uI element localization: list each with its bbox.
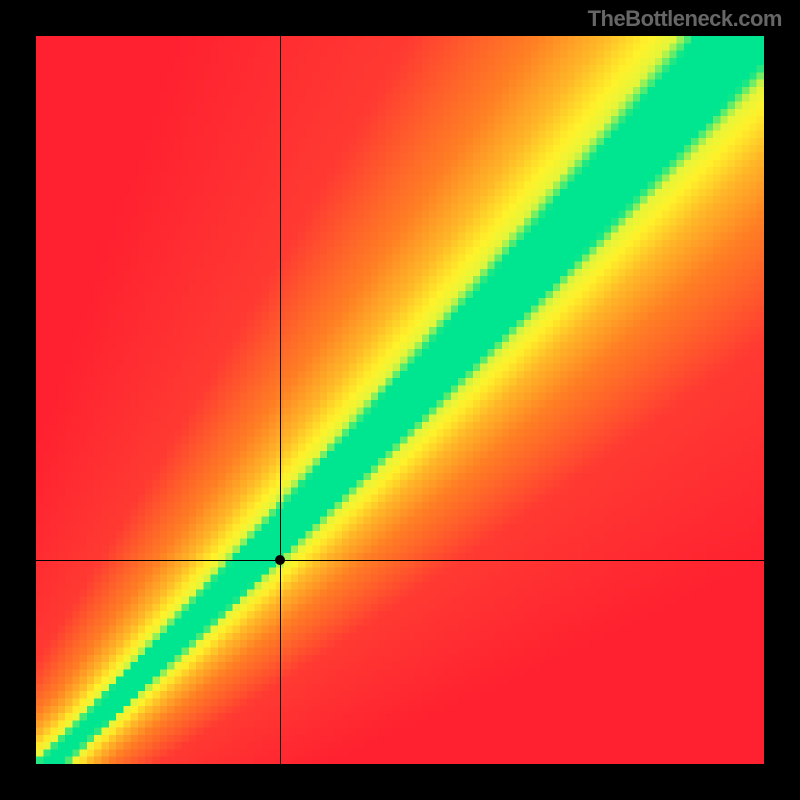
watermark-text: TheBottleneck.com xyxy=(588,6,782,32)
heatmap-canvas xyxy=(36,36,764,764)
chart-container: TheBottleneck.com xyxy=(0,0,800,800)
crosshair-horizontal xyxy=(36,560,764,561)
crosshair-vertical xyxy=(280,36,281,764)
crosshair-marker xyxy=(275,555,285,565)
plot-area xyxy=(36,36,764,764)
